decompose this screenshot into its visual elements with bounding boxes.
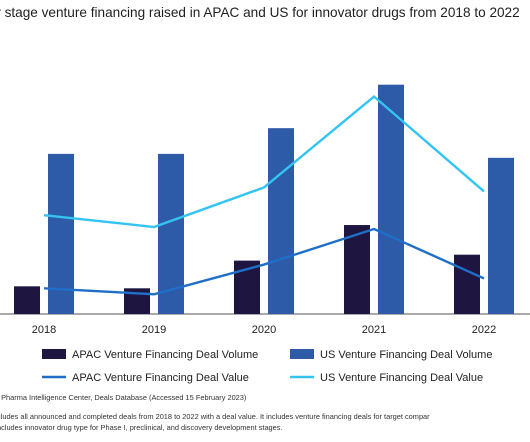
legend-label-us-value: US Venture Financing Deal Value — [320, 372, 483, 384]
footnote-line-2: ncludes innovator drug type for Phase I,… — [0, 423, 283, 432]
x-tick-label-2022: 2022 — [472, 324, 496, 336]
chart-title: y stage venture financing raised in APAC… — [0, 5, 520, 20]
bar-layer — [14, 84, 514, 314]
source-note: : Pharma Intelligence Center, Deals Data… — [0, 393, 247, 402]
x-tick-label-2020: 2020 — [252, 324, 276, 336]
apac-value-line — [43, 227, 485, 296]
legend: APAC Venture Financing Deal Volume US Ve… — [42, 349, 492, 384]
legend-label-apac-volume: APAC Venture Financing Deal Volume — [72, 349, 258, 361]
us-volume-bar-2022 — [488, 157, 514, 314]
line-layer — [43, 94, 485, 296]
x-tick-label-2021: 2021 — [362, 324, 386, 336]
legend-label-us-volume: US Venture Financing Deal Volume — [320, 349, 492, 361]
x-tick-label-2019: 2019 — [142, 324, 166, 336]
us-volume-bar-2021 — [378, 84, 404, 314]
legend-label-apac-value: APAC Venture Financing Deal Value — [72, 372, 249, 384]
apac-volume-bar-2018 — [14, 286, 40, 314]
us-volume-bar-2020 — [268, 128, 294, 314]
footnote-line-1: cludes all announced and completed deals… — [0, 412, 430, 421]
x-tick-labels: 2018 2019 2020 2021 2022 — [32, 324, 496, 336]
apac-volume-bar-2022 — [454, 254, 480, 314]
us-value-line — [43, 94, 485, 229]
legend-swatch-us-volume — [290, 349, 314, 359]
us-volume-bar-2018 — [48, 153, 74, 314]
apac-volume-bar-2021 — [344, 225, 370, 314]
x-tick-label-2018: 2018 — [32, 324, 56, 336]
legend-swatch-apac-volume — [42, 349, 66, 359]
